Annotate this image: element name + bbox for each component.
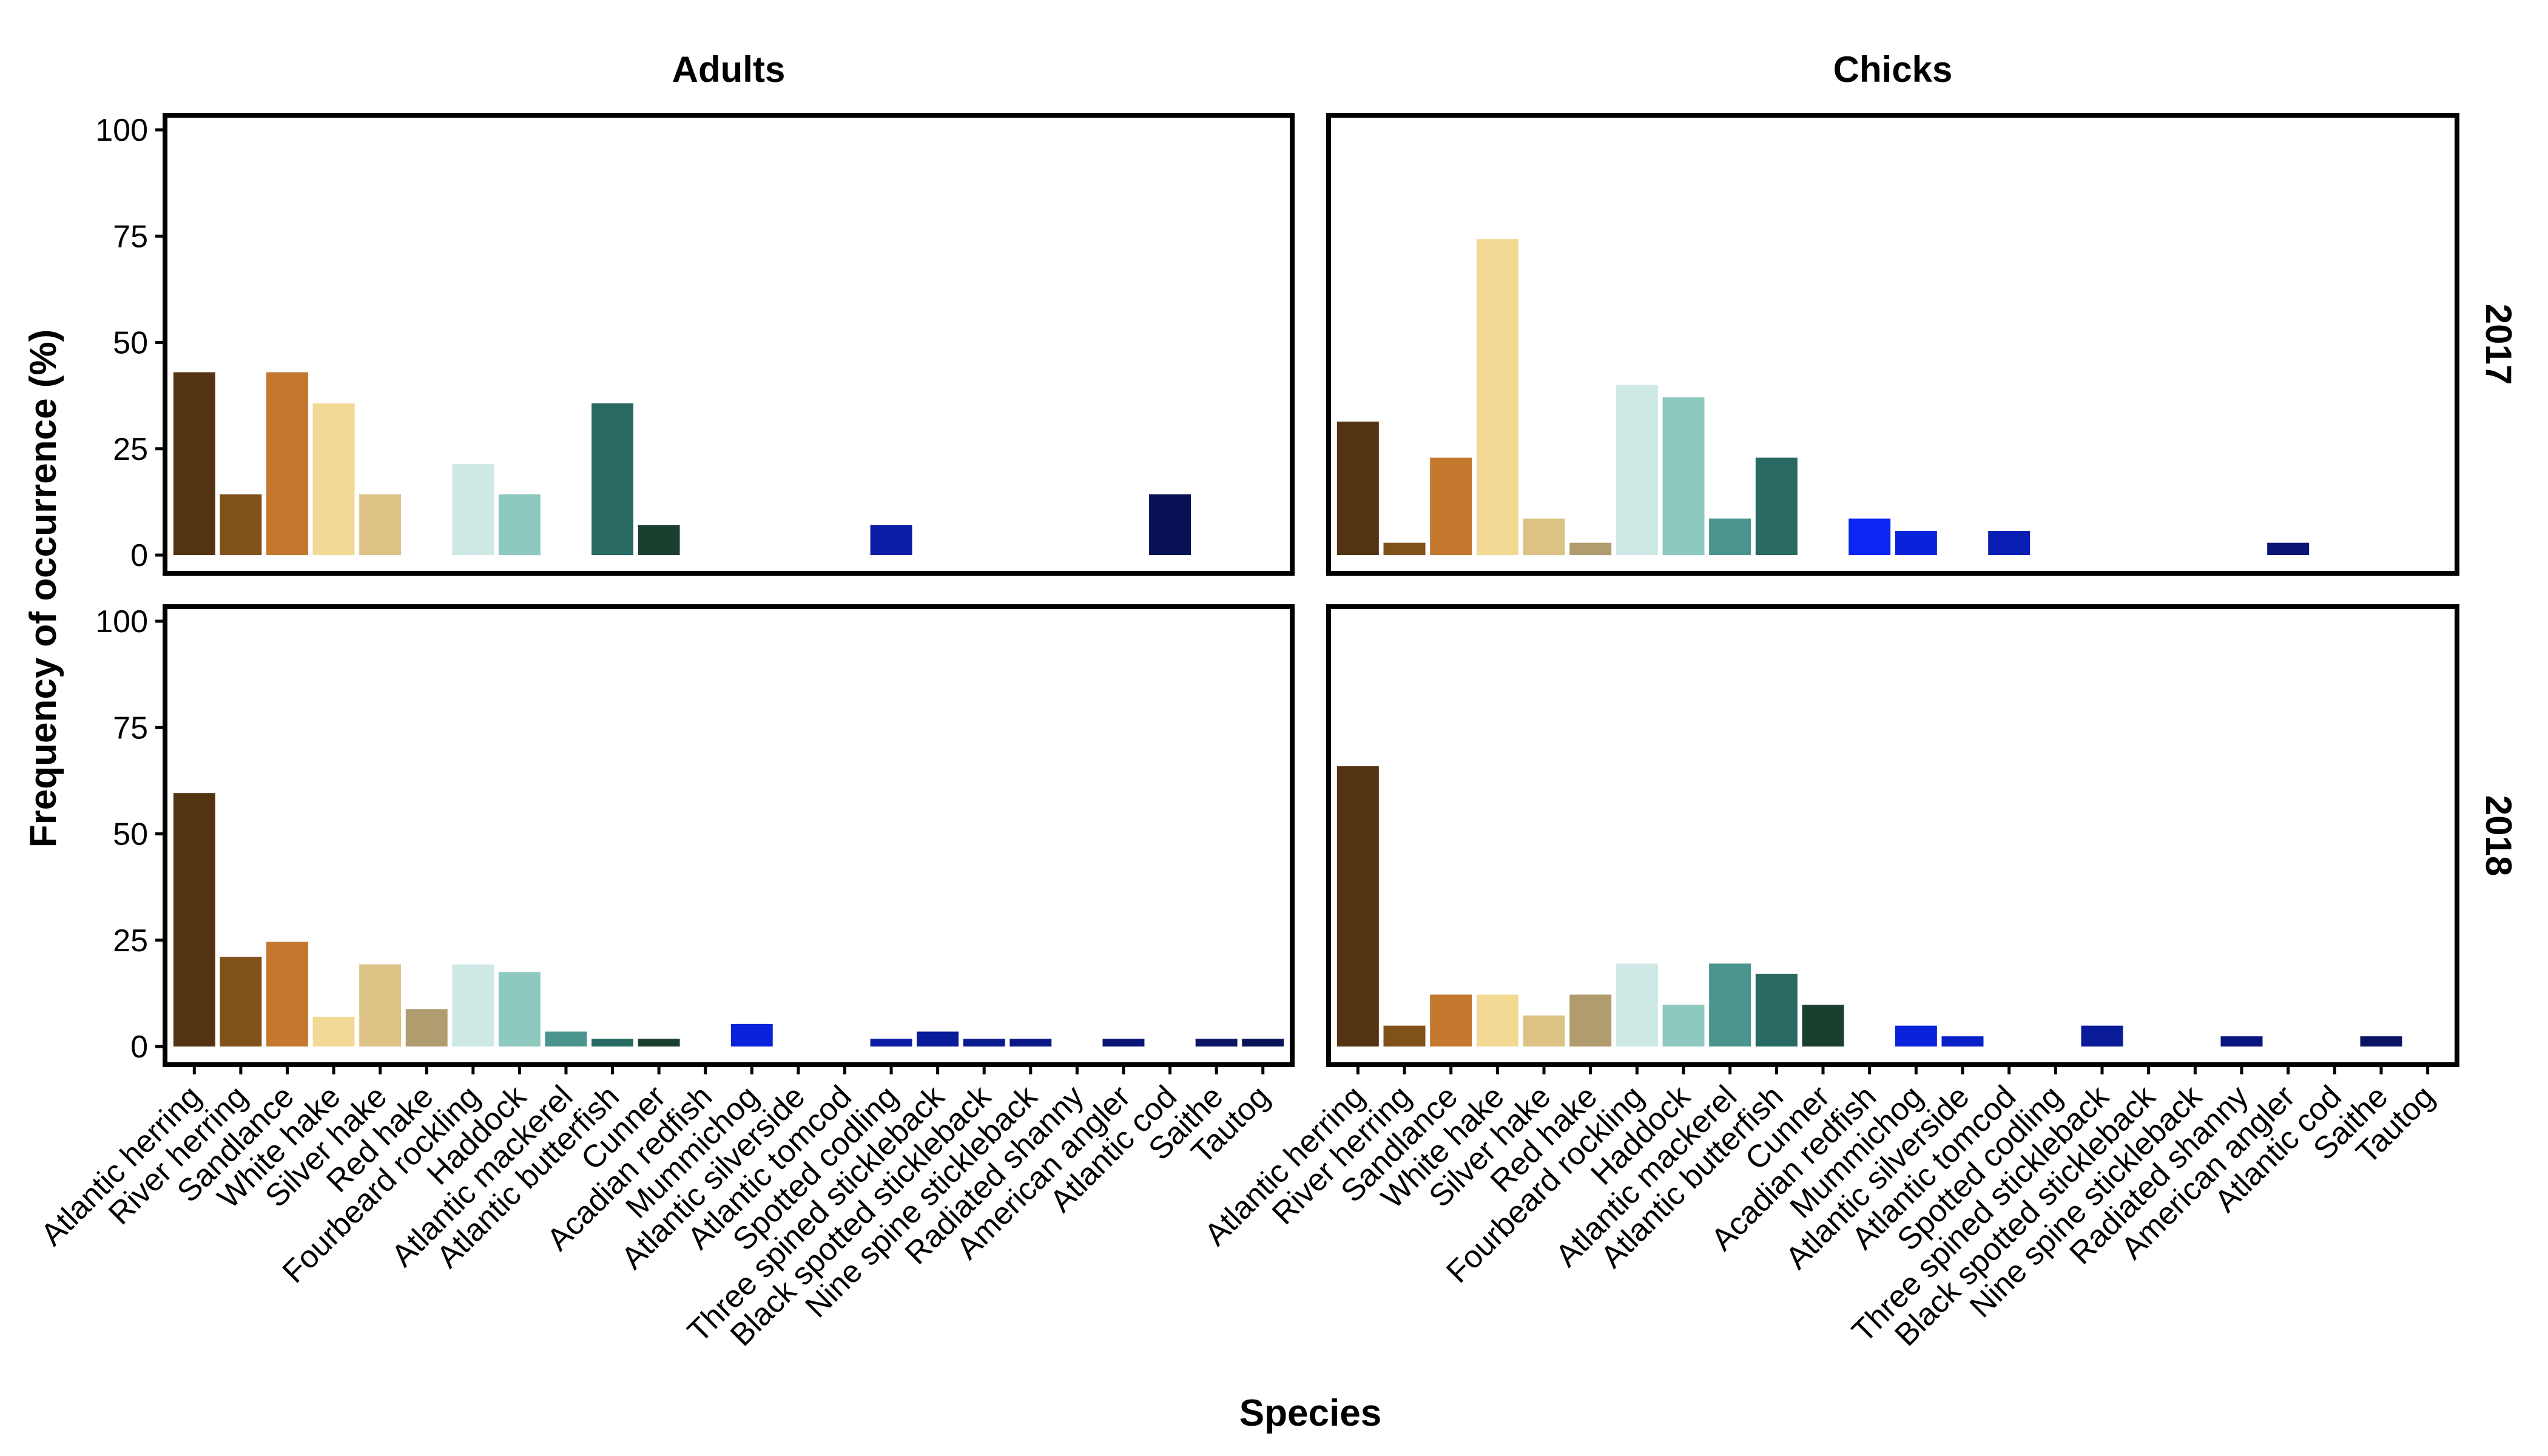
bar-saithe xyxy=(1195,1039,1238,1046)
bar-red-hake xyxy=(1569,542,1612,555)
bar-fourbeard-rockling xyxy=(1616,385,1658,555)
bar-spotted-codling xyxy=(870,525,912,555)
panel-frame xyxy=(163,113,1295,576)
x-axis-title: Species xyxy=(1239,1392,1381,1434)
bar-atlantic-herring xyxy=(173,372,215,555)
bar-white-hake xyxy=(1476,239,1518,555)
bar-atlantic-mackerel xyxy=(1709,518,1751,555)
bar-atlantic-tomcod xyxy=(1988,531,2031,555)
bar-haddock xyxy=(498,494,541,555)
bar-fourbeard-rockling xyxy=(452,463,494,555)
bar-white-hake xyxy=(312,403,355,555)
bar-mummichog xyxy=(1895,1025,1937,1046)
panel-frame xyxy=(1326,113,2459,576)
bar-radiated-shanny xyxy=(2220,1036,2263,1046)
bar-silver-hake xyxy=(359,964,402,1046)
bar-mummichog xyxy=(730,1023,773,1046)
bar-acadian-redfish xyxy=(1849,518,1891,555)
y-tick-label: 25 xyxy=(113,923,148,959)
bar-white-hake xyxy=(312,1016,355,1046)
bar-atlantic-herring xyxy=(173,793,215,1046)
bar-atlantic-mackerel xyxy=(545,1031,587,1046)
bar-red-hake xyxy=(405,1009,448,1046)
y-tick-label: 25 xyxy=(113,432,148,467)
bar-fourbeard-rockling xyxy=(1616,963,1658,1046)
bar-atlantic-herring xyxy=(1336,766,1379,1046)
panel-adults-2017: 0 25 50 75 100 xyxy=(95,113,1295,576)
bar-haddock xyxy=(498,972,541,1046)
bar-american-angler xyxy=(2267,542,2310,555)
bar-sandlance xyxy=(1430,457,1472,555)
bar-three-spined-stickleback xyxy=(917,1031,959,1046)
bar-river-herring xyxy=(220,957,262,1046)
bar-atlantic-butterfish xyxy=(592,1039,633,1046)
bar-silver-hake xyxy=(359,494,402,555)
y-tick-label: 100 xyxy=(95,113,148,148)
y-tick-label: 50 xyxy=(113,326,148,361)
bar-atlantic-mackerel xyxy=(1709,963,1751,1046)
bar-sandlance xyxy=(266,942,308,1046)
bar-sandlance xyxy=(266,372,308,555)
strip-label-chicks: Chicks xyxy=(1833,49,1953,90)
bar-fourbeard-rockling xyxy=(452,964,494,1046)
bar-three-spined-stickleback xyxy=(2081,1025,2123,1046)
panel-frame xyxy=(1326,604,2459,1067)
bar-atlantic-cod xyxy=(1149,494,1191,555)
y-axis-title: Frequency of occurrence (%) xyxy=(22,329,64,848)
bar-sandlance xyxy=(1430,994,1472,1046)
bar-river-herring xyxy=(1383,542,1426,555)
y-tick-label: 100 xyxy=(95,604,148,639)
bar-river-herring xyxy=(220,494,262,555)
y-tick-label: 50 xyxy=(113,817,148,852)
y-tick-label: 0 xyxy=(130,538,148,573)
bar-river-herring xyxy=(1383,1025,1426,1046)
bar-nine-spine-stickleback xyxy=(1009,1039,1052,1046)
bar-atlantic-butterfish xyxy=(592,403,633,555)
bar-haddock xyxy=(1662,397,1705,555)
bar-silver-hake xyxy=(1523,518,1565,555)
bar-atlantic-butterfish xyxy=(1755,457,1798,555)
panel-chicks-2017 xyxy=(1326,113,2459,576)
bar-cunner xyxy=(638,525,680,555)
y-tick-label: 75 xyxy=(113,710,148,746)
bar-atlantic-butterfish xyxy=(1755,974,1798,1046)
bar-white-hake xyxy=(1476,994,1518,1046)
bar-black-spotted-stickleback xyxy=(963,1039,1005,1046)
panel-frame xyxy=(163,604,1295,1067)
bar-american-angler xyxy=(1102,1039,1145,1046)
bar-silver-hake xyxy=(1523,1015,1565,1046)
bar-cunner xyxy=(1802,1005,1844,1046)
bar-haddock xyxy=(1662,1005,1705,1046)
bar-cunner xyxy=(638,1039,680,1046)
bar-saithe xyxy=(2360,1036,2402,1046)
bar-mummichog xyxy=(1895,531,1937,555)
bar-tautog xyxy=(1242,1039,1284,1046)
strip-label-adults: Adults xyxy=(672,49,786,90)
bar-spotted-codling xyxy=(870,1039,912,1046)
strip-label-2018: 2018 xyxy=(2478,795,2519,876)
y-tick-label: 75 xyxy=(113,219,148,254)
strip-label-2017: 2017 xyxy=(2478,304,2519,385)
bar-red-hake xyxy=(1569,994,1612,1046)
bar-atlantic-herring xyxy=(1336,421,1379,555)
bar-atlantic-silverside xyxy=(1941,1036,1984,1046)
y-tick-label: 0 xyxy=(130,1030,148,1065)
